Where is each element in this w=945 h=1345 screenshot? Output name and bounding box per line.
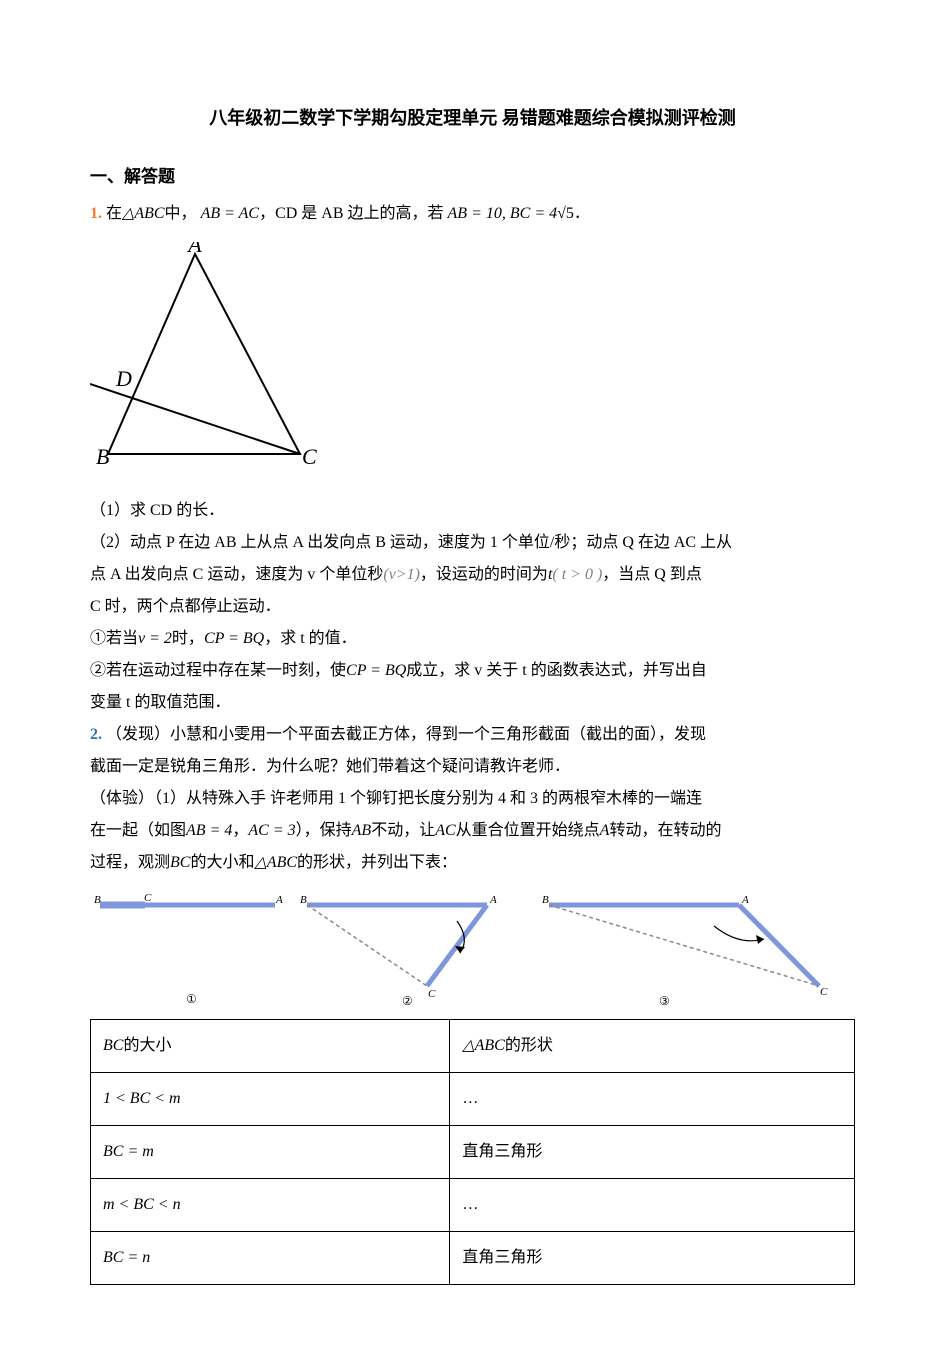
q1-root5: √5 xyxy=(557,205,574,222)
th-shape-suffix: 的形状 xyxy=(505,1037,553,1054)
table-header-row: BC的大小 △ABC的形状 xyxy=(91,1020,855,1073)
q2-line5: 过程，观测BC的大小和△ABC的形状，并列出下表： xyxy=(90,847,855,879)
q1-cpbq: CP = BQ xyxy=(204,630,264,647)
q2-dabc: △ABC xyxy=(254,854,297,871)
q1-v2: v = 2 xyxy=(138,630,172,647)
q2-ab4: AB = 4 xyxy=(186,822,232,839)
q1-sub2-a: ②若在运动过程中存在某一时刻，使 xyxy=(90,662,346,679)
q1-part2b: 点 A 出发向点 C 运动，速度为 v 个单位秒(v>1)，设运动的时间为t( … xyxy=(90,559,855,591)
q1-part2e: C 时，两个点都停止运动． xyxy=(90,591,855,623)
q2-l1: （发现）小慧和小雯用一个平面去截正方体，得到一个三角形截面（截出的面），发现 xyxy=(106,726,706,743)
svg-text:③: ③ xyxy=(659,994,670,1008)
q2-diagram-1: B C A ① xyxy=(90,891,290,1011)
q2-l5b: 的大小和 xyxy=(190,854,254,871)
q1-sub2c: 变量 t 的取值范围． xyxy=(90,687,855,719)
cell-r1a: 1 < BC < m xyxy=(91,1073,450,1126)
table-row: 1 < BC < m … xyxy=(91,1073,855,1126)
q2-number: 2. xyxy=(90,726,102,743)
table-row: BC = n 直角三角形 xyxy=(91,1232,855,1285)
q2-l4c: ），保持 xyxy=(296,822,352,839)
q1-tparen: ( t > 0 ) xyxy=(552,566,602,583)
th-bc-suffix: 的大小 xyxy=(123,1037,171,1054)
svg-text:C: C xyxy=(302,444,317,469)
svg-text:C: C xyxy=(144,892,152,904)
svg-text:B: B xyxy=(300,894,307,906)
q1-abval: AB = 10, BC = 4 xyxy=(448,205,558,222)
svg-text:A: A xyxy=(741,894,749,906)
table-row: BC = m 直角三角形 xyxy=(91,1126,855,1179)
cell-r4a: BC = n xyxy=(91,1232,450,1285)
svg-text:C: C xyxy=(820,986,828,998)
cell-r3b: … xyxy=(450,1179,855,1232)
svg-text:A: A xyxy=(186,242,202,257)
cell-r2b: 直角三角形 xyxy=(450,1126,855,1179)
q1-part2a: （2）动点 P 在边 AB 上从点 A 出发向点 B 运动，速度为 1 个单位/… xyxy=(90,527,855,559)
q2-l4e: 从重合位置开始绕点 xyxy=(456,822,600,839)
q1-vgt1: (v>1) xyxy=(383,566,420,583)
section-heading: 一、解答题 xyxy=(90,160,855,194)
q1-p2b-text: 点 A 出发向点 C 运动，速度为 v 个单位秒 xyxy=(90,566,383,583)
q2-line3: （体验）（1）从特殊入手 许老师用 1 个铆钉把长度分别为 4 和 3 的两根窄… xyxy=(90,783,855,815)
q1-sub1-a: ①若当 xyxy=(90,630,138,647)
q2-A: A xyxy=(600,822,610,839)
q1-number: 1. xyxy=(90,205,102,222)
q1-sub1-c: ，求 t 的值． xyxy=(264,630,356,647)
q2-diagrams: B C A ① B A C ② B A C ③ xyxy=(90,891,855,1011)
q1-part1: （1）求 CD 的长． xyxy=(90,495,855,527)
q2-l4f: 转动，在转动的 xyxy=(609,822,721,839)
q1-sub1: ①若当v = 2时，CP = BQ，求 t 的值． xyxy=(90,623,855,655)
svg-text:①: ① xyxy=(186,992,197,1006)
q1-p2d: ，当点 Q 到点 xyxy=(602,566,702,583)
q2-diagram-2: B A C ② xyxy=(292,891,532,1011)
cell-r4b: 直角三角形 xyxy=(450,1232,855,1285)
q1-line1: 1. 在△ABC中， AB = AC，CD 是 AB 边上的高，若 AB = 1… xyxy=(90,198,855,230)
q1-figure: A B C D xyxy=(90,242,855,489)
q2-bc: BC xyxy=(170,854,190,871)
q1-text-a: 在 xyxy=(106,205,122,222)
cell-r1b: … xyxy=(450,1073,855,1126)
q2-l5a: 过程，观测 xyxy=(90,854,170,871)
svg-text:C: C xyxy=(428,988,436,1000)
th-shape: △ABC的形状 xyxy=(450,1020,855,1073)
q2-diagram-3: B A C ③ xyxy=(534,891,834,1011)
q2-ab: AB xyxy=(352,822,372,839)
q1-sub2: ②若在运动过程中存在某一时刻，使CP = BQ成立，求 v 关于 t 的函数表达… xyxy=(90,655,855,687)
q2-line4: 在一起（如图AB = 4，AC = 3），保持AB不动，让AC从重合位置开始绕点… xyxy=(90,815,855,847)
q2-l5c: 的形状，并列出下表： xyxy=(297,854,457,871)
cell-r2a: BC = m xyxy=(91,1126,450,1179)
svg-text:B: B xyxy=(94,894,101,906)
cell-r3a: m < BC < n xyxy=(91,1179,450,1232)
page-title: 八年级初二数学下学期勾股定理单元 易错题难题综合模拟测评检测 xyxy=(90,100,855,136)
svg-text:D: D xyxy=(115,366,132,391)
q1-p2c: ，设运动的时间为 xyxy=(420,566,548,583)
q1-triangle: △ABC xyxy=(122,205,165,222)
svg-text:B: B xyxy=(542,894,549,906)
q1-cpbq2: CP = BQ xyxy=(346,662,406,679)
q2-l4d: 不动，让 xyxy=(371,822,435,839)
q2-l4a: 在一起（如图 xyxy=(90,822,186,839)
svg-text:A: A xyxy=(489,894,497,906)
q1-abac: AB = AC xyxy=(201,205,260,222)
th-bc-size: BC的大小 xyxy=(91,1020,450,1073)
svg-text:B: B xyxy=(96,444,109,469)
svg-text:②: ② xyxy=(402,994,413,1008)
q1-sub2-b: 成立，求 v 关于 t 的函数表达式，并写出自 xyxy=(406,662,706,679)
q1-text-c: ，CD 是 AB 边上的高，若 xyxy=(259,205,443,222)
q2-l4b: ， xyxy=(232,822,248,839)
q2-table: BC的大小 △ABC的形状 1 < BC < m … BC = m 直角三角形 … xyxy=(90,1019,855,1285)
q2-line1: 2. （发现）小慧和小雯用一个平面去截正方体，得到一个三角形截面（截出的面），发… xyxy=(90,719,855,751)
q2-line2: 截面一定是锐角三角形．为什么呢？她们带着这个疑问请教许老师． xyxy=(90,751,855,783)
table-row: m < BC < n … xyxy=(91,1179,855,1232)
q1-period: ． xyxy=(574,205,590,222)
q1-sub1-b: 时， xyxy=(172,630,204,647)
q2-ac3: AC = 3 xyxy=(248,822,295,839)
q2-ac: AC xyxy=(435,822,455,839)
q1-text-b: 中， xyxy=(165,205,197,222)
svg-text:A: A xyxy=(275,894,283,906)
